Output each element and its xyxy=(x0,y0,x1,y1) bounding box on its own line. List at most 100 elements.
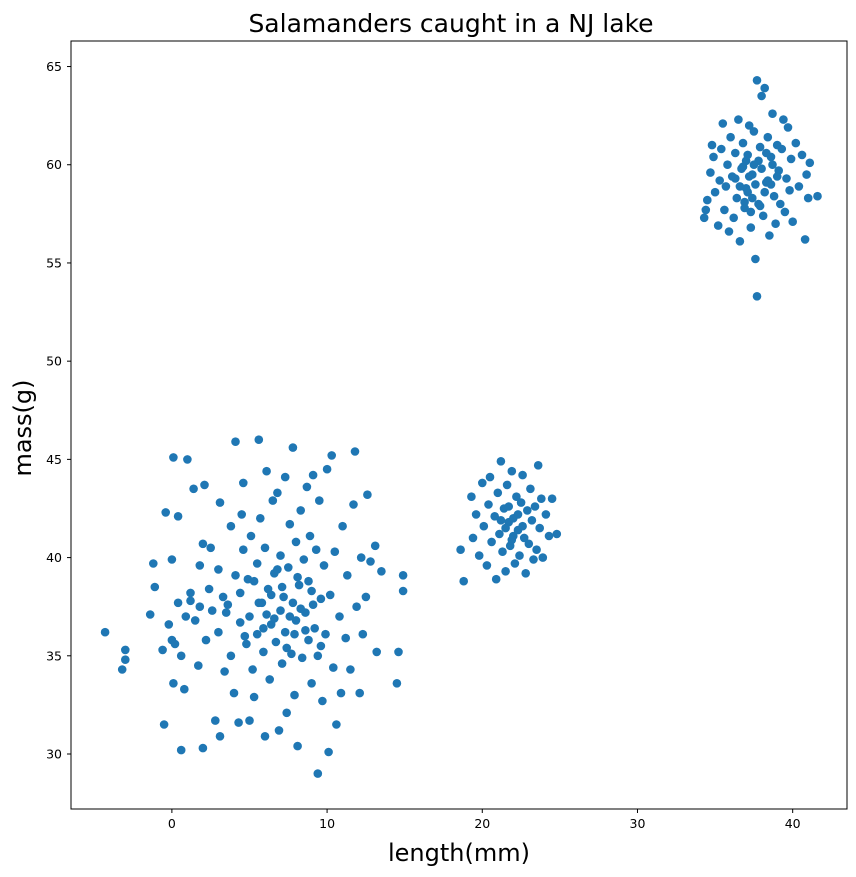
data-point xyxy=(717,144,726,154)
x-tick-label: 10 xyxy=(319,816,335,831)
data-point xyxy=(311,545,321,554)
data-point xyxy=(288,598,298,608)
data-point xyxy=(255,514,265,523)
data-point xyxy=(254,435,264,445)
data-point xyxy=(762,148,771,158)
data-point xyxy=(215,732,225,741)
data-point xyxy=(523,506,532,515)
data-point xyxy=(318,696,327,706)
data-point xyxy=(526,484,535,494)
data-point xyxy=(484,500,493,509)
data-point xyxy=(786,154,796,164)
data-point xyxy=(471,510,481,519)
data-point xyxy=(518,521,527,531)
data-point xyxy=(330,547,340,556)
data-point xyxy=(164,620,174,629)
data-point xyxy=(791,138,801,148)
data-point xyxy=(706,168,715,177)
data-point xyxy=(220,667,229,676)
data-point xyxy=(248,665,257,674)
data-point xyxy=(198,539,208,549)
data-point xyxy=(181,612,191,621)
data-point xyxy=(552,529,562,539)
data-point xyxy=(211,716,220,725)
data-point xyxy=(299,555,309,564)
data-point xyxy=(180,684,189,694)
data-point xyxy=(718,119,728,128)
data-point xyxy=(239,545,248,554)
y-tick-label: 55 xyxy=(46,255,62,270)
data-point xyxy=(294,580,304,590)
data-point xyxy=(732,193,742,203)
data-point xyxy=(274,726,284,735)
data-point xyxy=(366,557,375,566)
data-point xyxy=(709,152,718,162)
chart-title: Salamanders caught in a NJ lake xyxy=(248,9,653,38)
data-point xyxy=(277,659,287,668)
data-point xyxy=(524,539,534,549)
data-point xyxy=(279,592,288,602)
data-point xyxy=(249,576,259,586)
data-point xyxy=(496,516,506,525)
data-point xyxy=(262,466,271,476)
data-point xyxy=(521,569,530,578)
data-point xyxy=(487,537,496,547)
data-point xyxy=(252,629,262,639)
data-point xyxy=(513,510,523,519)
data-point xyxy=(271,637,281,647)
data-point xyxy=(259,647,268,657)
data-point xyxy=(190,616,200,625)
data-point xyxy=(766,180,776,189)
data-point xyxy=(277,582,287,592)
scatter-points xyxy=(100,76,822,778)
data-point xyxy=(121,645,130,655)
data-point xyxy=(707,140,717,150)
data-point xyxy=(145,610,155,619)
data-point xyxy=(231,437,240,447)
data-point xyxy=(751,254,760,264)
data-point xyxy=(260,732,270,741)
data-point xyxy=(265,675,275,684)
data-point xyxy=(276,606,285,615)
data-point xyxy=(327,451,337,460)
data-point xyxy=(204,584,214,594)
data-point xyxy=(744,172,754,181)
data-point xyxy=(731,174,740,183)
data-point xyxy=(150,582,160,592)
data-point xyxy=(547,494,557,504)
data-point xyxy=(510,559,520,568)
data-point xyxy=(273,488,282,498)
data-point xyxy=(530,502,540,511)
data-point xyxy=(226,651,236,661)
data-point xyxy=(519,533,529,543)
data-point xyxy=(751,180,760,189)
data-point xyxy=(802,170,811,179)
data-point xyxy=(361,592,371,602)
data-point xyxy=(752,76,762,85)
data-point xyxy=(729,213,738,223)
data-point xyxy=(245,716,254,725)
data-point xyxy=(293,572,302,582)
data-point xyxy=(800,235,810,244)
data-point xyxy=(173,512,183,521)
data-point xyxy=(273,565,282,574)
data-point xyxy=(710,187,720,197)
data-point xyxy=(783,123,793,132)
data-point xyxy=(218,592,228,602)
data-point xyxy=(235,588,245,598)
data-point xyxy=(372,647,382,657)
data-point xyxy=(734,115,743,124)
y-tick-label: 65 xyxy=(46,59,62,74)
data-point xyxy=(186,588,195,598)
data-point xyxy=(176,651,186,661)
data-point xyxy=(495,529,504,539)
data-point xyxy=(290,690,299,700)
data-point xyxy=(226,521,236,531)
data-point xyxy=(159,720,169,729)
data-point xyxy=(349,500,358,509)
data-point xyxy=(724,227,734,236)
data-point xyxy=(533,461,543,470)
data-point xyxy=(496,457,506,466)
data-point xyxy=(308,470,318,480)
